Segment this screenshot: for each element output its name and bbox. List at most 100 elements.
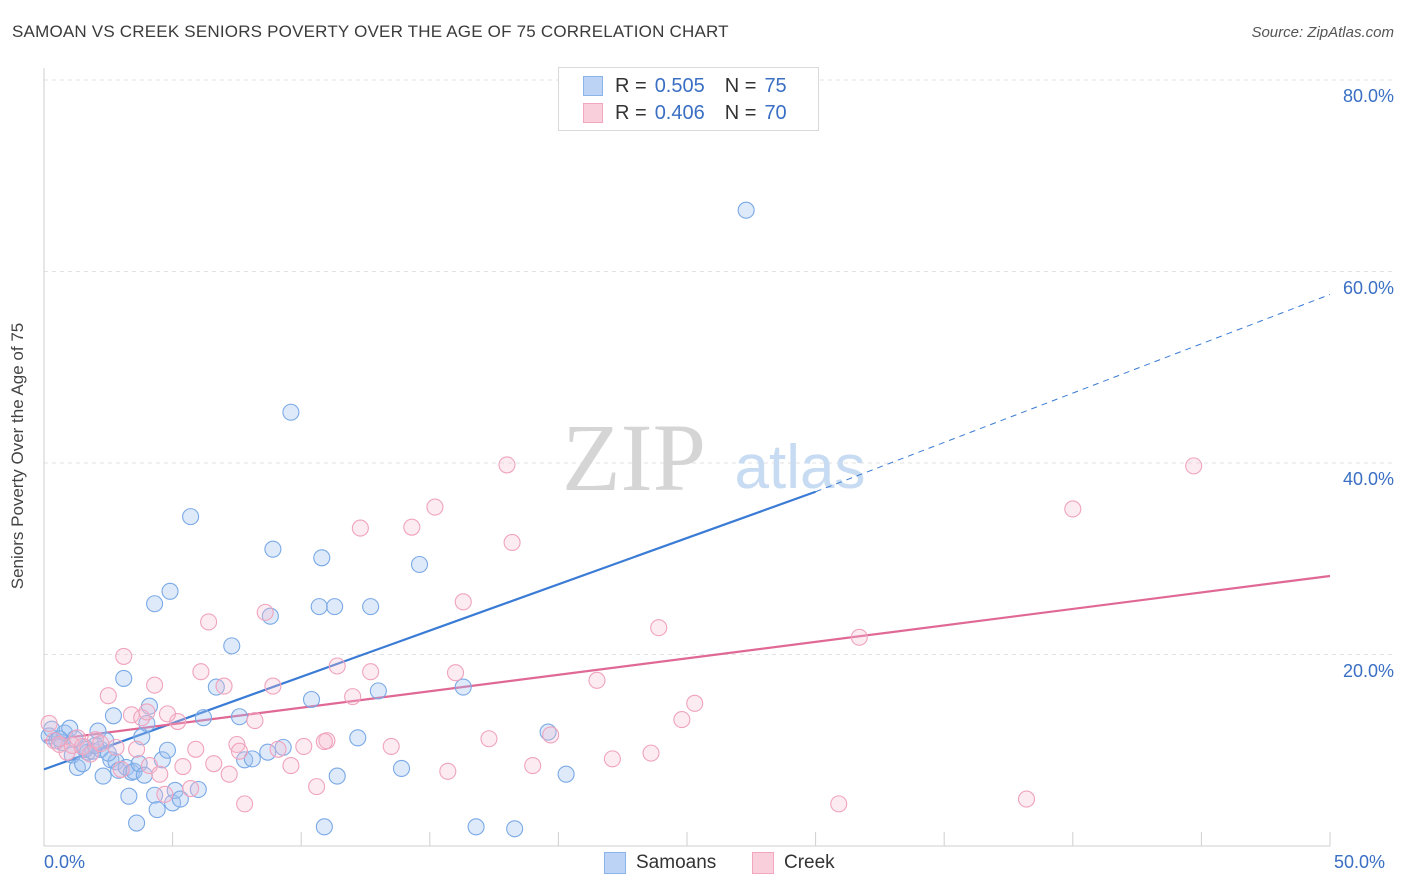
legend-r-value: 0.406 <box>654 101 705 124</box>
point-creek <box>588 671 606 689</box>
point-samoans <box>349 729 367 747</box>
point-creek <box>156 785 174 803</box>
point-creek <box>403 518 421 536</box>
point-creek <box>228 735 246 754</box>
legend-label-creek: Creek <box>784 852 835 873</box>
legend-n-value: 75 <box>764 74 787 97</box>
legend-swatch-creek <box>752 852 774 874</box>
point-creek <box>328 657 346 675</box>
legend-swatch-samoans <box>604 852 626 874</box>
point-samoans <box>369 682 387 700</box>
gridlines <box>44 79 1392 655</box>
point-creek <box>220 765 238 783</box>
point-creek <box>128 740 146 758</box>
point-samoans <box>557 765 575 783</box>
point-creek <box>92 734 110 753</box>
point-creek <box>642 744 660 762</box>
point-samoans <box>737 201 755 219</box>
point-creek <box>315 733 333 751</box>
point-creek <box>524 757 542 775</box>
point-creek <box>151 765 169 783</box>
point-samoans <box>506 820 524 838</box>
point-samoans <box>171 790 189 808</box>
legend-swatch-creek <box>583 103 603 123</box>
point-creek <box>308 778 326 796</box>
point-creek <box>187 740 205 758</box>
point-samoans <box>158 741 177 759</box>
point-creek <box>68 729 86 747</box>
trend-line-samoans <box>43 490 816 771</box>
point-samoans <box>315 818 333 836</box>
point-samoans <box>310 598 328 616</box>
point-samoans <box>115 669 133 687</box>
point-creek <box>446 664 465 682</box>
point-creek <box>1064 500 1082 518</box>
point-samoans <box>128 814 146 832</box>
watermark-atlas: atlas <box>735 433 866 502</box>
trend-extension-samoans <box>815 294 1331 493</box>
point-creek <box>542 726 560 744</box>
point-creek <box>295 737 313 755</box>
legend-n-value: 70 <box>764 101 787 124</box>
trend-lines <box>43 294 1331 771</box>
point-samoans <box>264 540 282 558</box>
point-creek <box>1185 457 1203 475</box>
watermark: ZIP atlas <box>562 404 865 511</box>
point-creek <box>351 519 369 537</box>
point-samoans <box>104 707 122 725</box>
point-samoans <box>161 582 179 600</box>
point-creek <box>112 760 130 778</box>
point-creek <box>362 663 380 681</box>
point-samoans <box>467 818 485 836</box>
legend-swatch-samoans <box>583 76 603 96</box>
x-tick-label-min: 0.0% <box>44 852 86 872</box>
point-samoans <box>392 759 411 777</box>
y-axis-label: Seniors Poverty Over the Age of 75 <box>8 322 27 590</box>
point-creek <box>138 703 156 721</box>
legend-n-label: N = <box>724 101 757 124</box>
point-creek <box>107 738 125 756</box>
point-creek <box>673 711 691 729</box>
point-creek <box>205 755 223 773</box>
point-creek <box>246 712 264 730</box>
point-samoans <box>148 801 166 819</box>
point-creek <box>256 603 274 621</box>
point-creek <box>200 613 218 631</box>
point-creek <box>426 498 444 516</box>
legend-item-samoans: Samoans <box>604 852 716 874</box>
point-creek <box>850 628 868 646</box>
point-creek <box>99 687 117 705</box>
point-creek <box>480 730 498 748</box>
point-creek <box>603 750 621 768</box>
point-samoans <box>539 723 557 741</box>
correlation-legend: R = 0.505 N = 75 R = 0.406 N = 70 <box>558 67 819 131</box>
point-samoans <box>182 508 200 526</box>
series-legend: Samoans Creek <box>0 852 1406 878</box>
point-samoans <box>120 787 138 805</box>
point-samoans <box>313 549 331 567</box>
point-creek <box>686 694 704 712</box>
y-tick-label: 80.0% <box>1342 86 1394 106</box>
y-tick-label: 20.0% <box>1342 660 1394 681</box>
point-creek <box>40 714 58 732</box>
point-creek <box>192 663 210 681</box>
legend-r-label: R = <box>615 74 647 97</box>
point-samoans <box>146 595 164 613</box>
point-creek <box>439 762 457 780</box>
point-samoans <box>282 403 300 421</box>
source-label: Source: ZipAtlas.com <box>1251 24 1394 41</box>
point-creek <box>182 779 200 798</box>
point-creek <box>503 533 521 552</box>
point-creek <box>498 456 516 474</box>
point-creek <box>158 705 177 723</box>
point-creek <box>344 688 362 706</box>
point-samoans <box>326 598 344 616</box>
legend-row-samoans: R = 0.505 N = 75 <box>583 74 787 98</box>
point-samoans <box>194 709 213 727</box>
point-samoans <box>223 637 241 655</box>
point-creek <box>454 593 472 611</box>
point-samoans <box>362 598 380 616</box>
point-samoans <box>243 750 261 768</box>
legend-r-value: 0.505 <box>654 74 705 97</box>
